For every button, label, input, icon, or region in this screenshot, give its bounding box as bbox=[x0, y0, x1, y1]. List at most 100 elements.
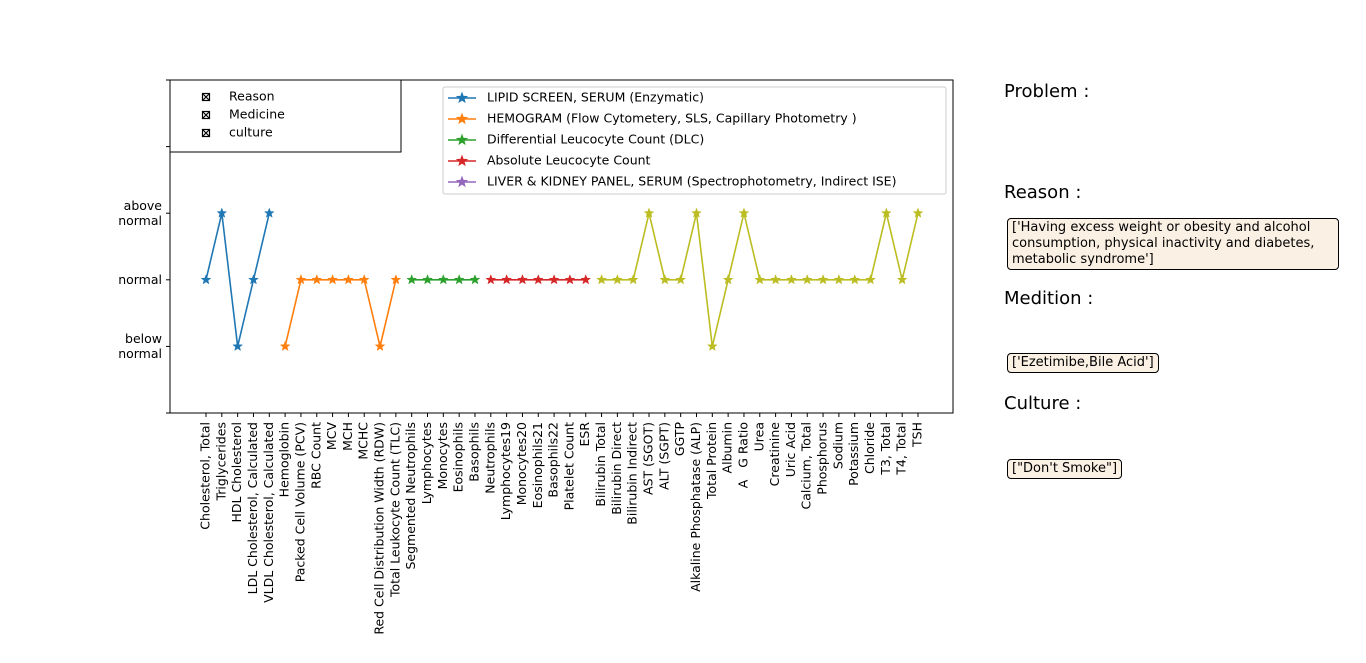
point bbox=[216, 207, 228, 218]
x-tick-label: AST (SGOT) bbox=[641, 422, 656, 495]
marker-legend-cross bbox=[202, 93, 210, 101]
point bbox=[580, 274, 592, 285]
x-tick-label: Hemoglobin bbox=[277, 422, 292, 497]
legend-label: Differential Leucocyte Count (DLC) bbox=[487, 132, 704, 147]
series-line bbox=[205, 213, 271, 347]
x-tick-label: ESR bbox=[577, 422, 592, 447]
x-tick-label: Monocytes bbox=[435, 422, 450, 489]
point bbox=[485, 274, 497, 285]
x-tick-label: T4, Total bbox=[894, 422, 909, 476]
marker-legend-label: culture bbox=[229, 125, 273, 140]
point bbox=[722, 274, 734, 285]
point bbox=[548, 274, 560, 285]
point bbox=[738, 207, 750, 218]
point bbox=[437, 274, 449, 285]
legend-marker bbox=[455, 154, 469, 167]
point bbox=[311, 274, 323, 285]
marker-legend-label: Reason bbox=[229, 89, 275, 104]
x-tick-label: GGTP bbox=[672, 422, 687, 457]
x-tick-label: Basophils bbox=[466, 422, 481, 482]
point bbox=[453, 274, 465, 285]
medicine-label: Medition : bbox=[1004, 288, 1094, 309]
point bbox=[295, 274, 307, 285]
point bbox=[564, 274, 576, 285]
x-tick-label: ALT (SGPT) bbox=[656, 422, 671, 490]
legend-marker bbox=[455, 133, 469, 146]
x-tick-label: VLDL Cholesterol, Calculated bbox=[261, 422, 276, 603]
point bbox=[706, 340, 718, 351]
point bbox=[611, 274, 623, 285]
x-tick-label: LDL Cholesterol, Calculated bbox=[245, 422, 260, 594]
reason-label: Reason : bbox=[1004, 182, 1082, 203]
x-tick-label: T3, Total bbox=[878, 422, 893, 476]
x-tick-label: Bilirubin Total bbox=[593, 422, 608, 507]
x-tick-label: Segmented Neutrophils bbox=[403, 422, 418, 570]
series-line bbox=[284, 279, 397, 347]
problem-label: Problem : bbox=[1004, 81, 1090, 102]
x-tick-label: Monocytes20 bbox=[514, 422, 529, 505]
x-tick-label: Lymphocytes19 bbox=[498, 422, 513, 520]
x-tick-label: Albumin bbox=[720, 422, 735, 473]
point bbox=[675, 274, 687, 285]
point bbox=[232, 340, 244, 351]
x-tick-label: Phosphorus bbox=[815, 422, 830, 495]
culture-label: Culture : bbox=[1004, 393, 1082, 414]
point bbox=[770, 274, 782, 285]
point bbox=[390, 274, 402, 285]
x-tick-label: Uric Acid bbox=[783, 422, 798, 477]
point bbox=[643, 207, 655, 218]
y-tick-label: below normal bbox=[118, 331, 162, 362]
culture-text: ["Don't Smoke"] bbox=[1007, 459, 1123, 479]
legend-box bbox=[442, 86, 947, 195]
reason-text: ['Having excess weight or obesity and al… bbox=[1007, 218, 1339, 270]
point bbox=[627, 274, 639, 285]
x-tick-label: Potassium bbox=[846, 422, 861, 486]
point bbox=[263, 207, 275, 218]
point bbox=[659, 274, 671, 285]
x-tick-label: RBC Count bbox=[308, 422, 323, 489]
x-tick-label: Creatinine bbox=[767, 422, 782, 487]
x-tick-label: Bilirubin Direct bbox=[609, 422, 624, 515]
legend-label: HEMOGRAM (Flow Cytometery, SLS, Capillar… bbox=[487, 111, 857, 126]
legend-marker bbox=[455, 112, 469, 125]
marker-legend-marker bbox=[201, 110, 211, 120]
x-tick-label: Total Leukocyte Count (TLC) bbox=[387, 422, 402, 598]
x-tick-label: MCHC bbox=[356, 422, 371, 460]
x-tick-label: Triglycerides bbox=[213, 422, 228, 502]
point bbox=[374, 340, 386, 351]
x-tick-label: MCH bbox=[340, 422, 355, 451]
point bbox=[327, 274, 338, 285]
x-tick-label: Urea bbox=[751, 422, 766, 451]
point bbox=[422, 274, 433, 285]
point bbox=[833, 274, 845, 285]
x-tick-label: Basophils22 bbox=[546, 422, 561, 498]
point bbox=[691, 207, 702, 218]
point bbox=[801, 274, 813, 285]
x-tick-label: Neutrophils bbox=[482, 422, 497, 494]
marker-legend-box bbox=[169, 79, 402, 153]
point bbox=[279, 340, 291, 351]
x-tick-label: Eosinophils bbox=[451, 422, 466, 492]
x-tick-label: Red Cell Distribution Width (RDW) bbox=[372, 422, 387, 635]
point bbox=[406, 274, 418, 285]
y-tick-label: normal bbox=[118, 272, 162, 288]
point bbox=[596, 274, 607, 285]
plot-frame bbox=[169, 79, 954, 414]
point bbox=[517, 274, 528, 285]
x-tick-label: Calcium, Total bbox=[799, 422, 814, 509]
legend-label: Absolute Leucocyte Count bbox=[487, 153, 651, 168]
x-tick-label: Chloride bbox=[862, 422, 877, 474]
point bbox=[912, 207, 924, 218]
point bbox=[501, 274, 513, 285]
x-tick-label: Bilirubin Indirect bbox=[625, 422, 640, 525]
x-tick-label: Alkaline Phosphatase (ALP) bbox=[688, 422, 703, 592]
point bbox=[754, 274, 766, 285]
point bbox=[358, 274, 370, 285]
marker-legend-label: Medicine bbox=[229, 107, 285, 122]
x-tick-label: Cholesterol, Total bbox=[198, 422, 213, 530]
marker-legend-cross bbox=[202, 129, 210, 137]
x-tick-label: Lymphocytes bbox=[419, 422, 434, 504]
point bbox=[786, 274, 797, 285]
legend-label: LIPID SCREEN, SERUM (Enzymatic) bbox=[487, 90, 704, 105]
